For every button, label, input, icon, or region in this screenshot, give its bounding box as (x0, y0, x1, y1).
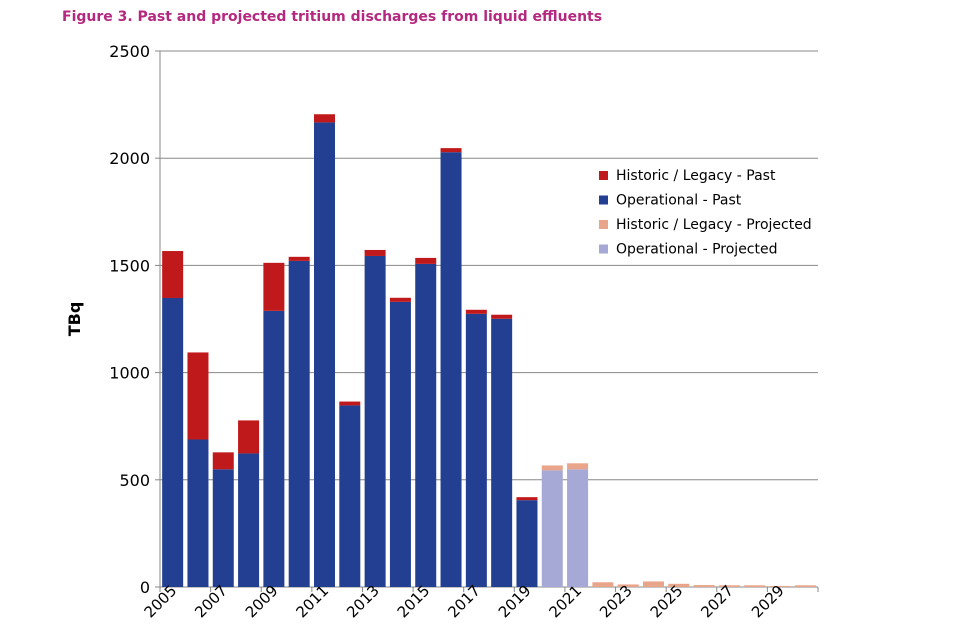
x-tick-label: 2025 (647, 582, 687, 622)
x-tick-label: 2017 (444, 582, 484, 622)
y-tick-label: 2000 (109, 149, 150, 168)
y-axis-label: TBq (65, 302, 84, 337)
bar-operational-past-2012 (339, 405, 361, 587)
bar-operational-past-2018 (491, 318, 513, 587)
bar-historic-legacy-projected-2027 (718, 585, 740, 587)
x-tick-label: 2021 (546, 582, 586, 622)
bar-historic-legacy-projected-2023 (617, 584, 639, 587)
bar-historic-legacy-past-2010 (288, 256, 310, 261)
x-tick-label: 2007 (191, 582, 231, 622)
legend-swatch (599, 171, 608, 180)
bar-operational-past-2006 (187, 439, 209, 587)
bar-historic-legacy-past-2011 (314, 114, 335, 123)
bar-historic-legacy-projected-2020 (541, 465, 563, 471)
legend-label: Operational - Past (616, 193, 742, 209)
x-tick-label: 2029 (748, 582, 788, 622)
legend-label: Historic / Legacy - Projected (616, 217, 812, 233)
bar-historic-legacy-projected-2024 (643, 581, 664, 587)
bar-historic-legacy-past-2017 (465, 309, 487, 314)
x-tick-label: 2011 (292, 582, 332, 622)
bar-operational-past-2014 (389, 301, 411, 587)
y-tick-label: 2500 (109, 42, 150, 61)
bar-operational-past-2017 (465, 313, 487, 587)
bar-operational-past-2013 (364, 255, 386, 587)
x-tick-label: 2019 (495, 582, 535, 622)
bar-operational-past-2008 (238, 453, 260, 587)
bar-historic-legacy-past-2008 (238, 420, 260, 454)
bar-historic-legacy-projected-2025 (668, 583, 690, 587)
bar-historic-legacy-past-2016 (440, 148, 462, 153)
bar-operational-past-2007 (212, 469, 234, 587)
y-tick-label: 500 (119, 471, 150, 490)
bar-operational-past-2011 (314, 122, 335, 587)
bar-operational-past-2016 (440, 152, 462, 588)
x-tick-label: 2009 (242, 582, 282, 622)
bar-historic-legacy-past-2019 (516, 497, 538, 501)
y-tick-label: 1000 (109, 364, 150, 383)
legend-label: Operational - Projected (616, 242, 778, 258)
bar-historic-legacy-past-2012 (339, 401, 361, 406)
chart-title: Figure 3. Past and projected tritium dis… (62, 9, 603, 25)
x-tick-label: 2015 (394, 582, 434, 622)
legend-swatch (599, 244, 608, 254)
bar-historic-legacy-past-2015 (415, 257, 437, 264)
legend-swatch (599, 220, 608, 229)
bar-historic-legacy-projected-2026 (693, 585, 715, 587)
y-tick-label: 0 (140, 578, 150, 597)
bar-operational-past-2019 (516, 500, 538, 587)
bar-historic-legacy-past-2018 (491, 314, 513, 319)
bar-operational-projected-2021 (567, 469, 589, 587)
bar-historic-legacy-projected-2030 (794, 585, 816, 587)
x-tick-label: 2013 (343, 582, 383, 622)
bar-historic-legacy-projected-2021 (567, 463, 589, 470)
bar-historic-legacy-projected-2028 (744, 585, 766, 587)
x-tick-label: 2027 (697, 582, 737, 622)
bar-operational-past-2015 (415, 263, 437, 587)
bar-historic-legacy-past-2007 (212, 452, 234, 470)
bar-operational-past-2010 (288, 260, 310, 587)
y-tick-label: 1500 (109, 256, 150, 275)
bar-operational-projected-2020 (541, 470, 563, 587)
x-tick-label: 2023 (596, 582, 636, 622)
bar-operational-past-2005 (162, 297, 184, 587)
bar-historic-legacy-past-2005 (162, 251, 184, 298)
legend-label: Historic / Legacy - Past (616, 168, 776, 184)
bar-historic-legacy-projected-2022 (592, 582, 614, 587)
bar-operational-past-2009 (263, 310, 285, 587)
bar-historic-legacy-projected-2029 (769, 585, 791, 587)
legend-swatch (599, 195, 608, 205)
bar-historic-legacy-past-2006 (187, 352, 209, 440)
bar-historic-legacy-past-2014 (389, 297, 411, 302)
bar-historic-legacy-past-2013 (364, 249, 386, 256)
bar-historic-legacy-past-2009 (263, 262, 285, 311)
